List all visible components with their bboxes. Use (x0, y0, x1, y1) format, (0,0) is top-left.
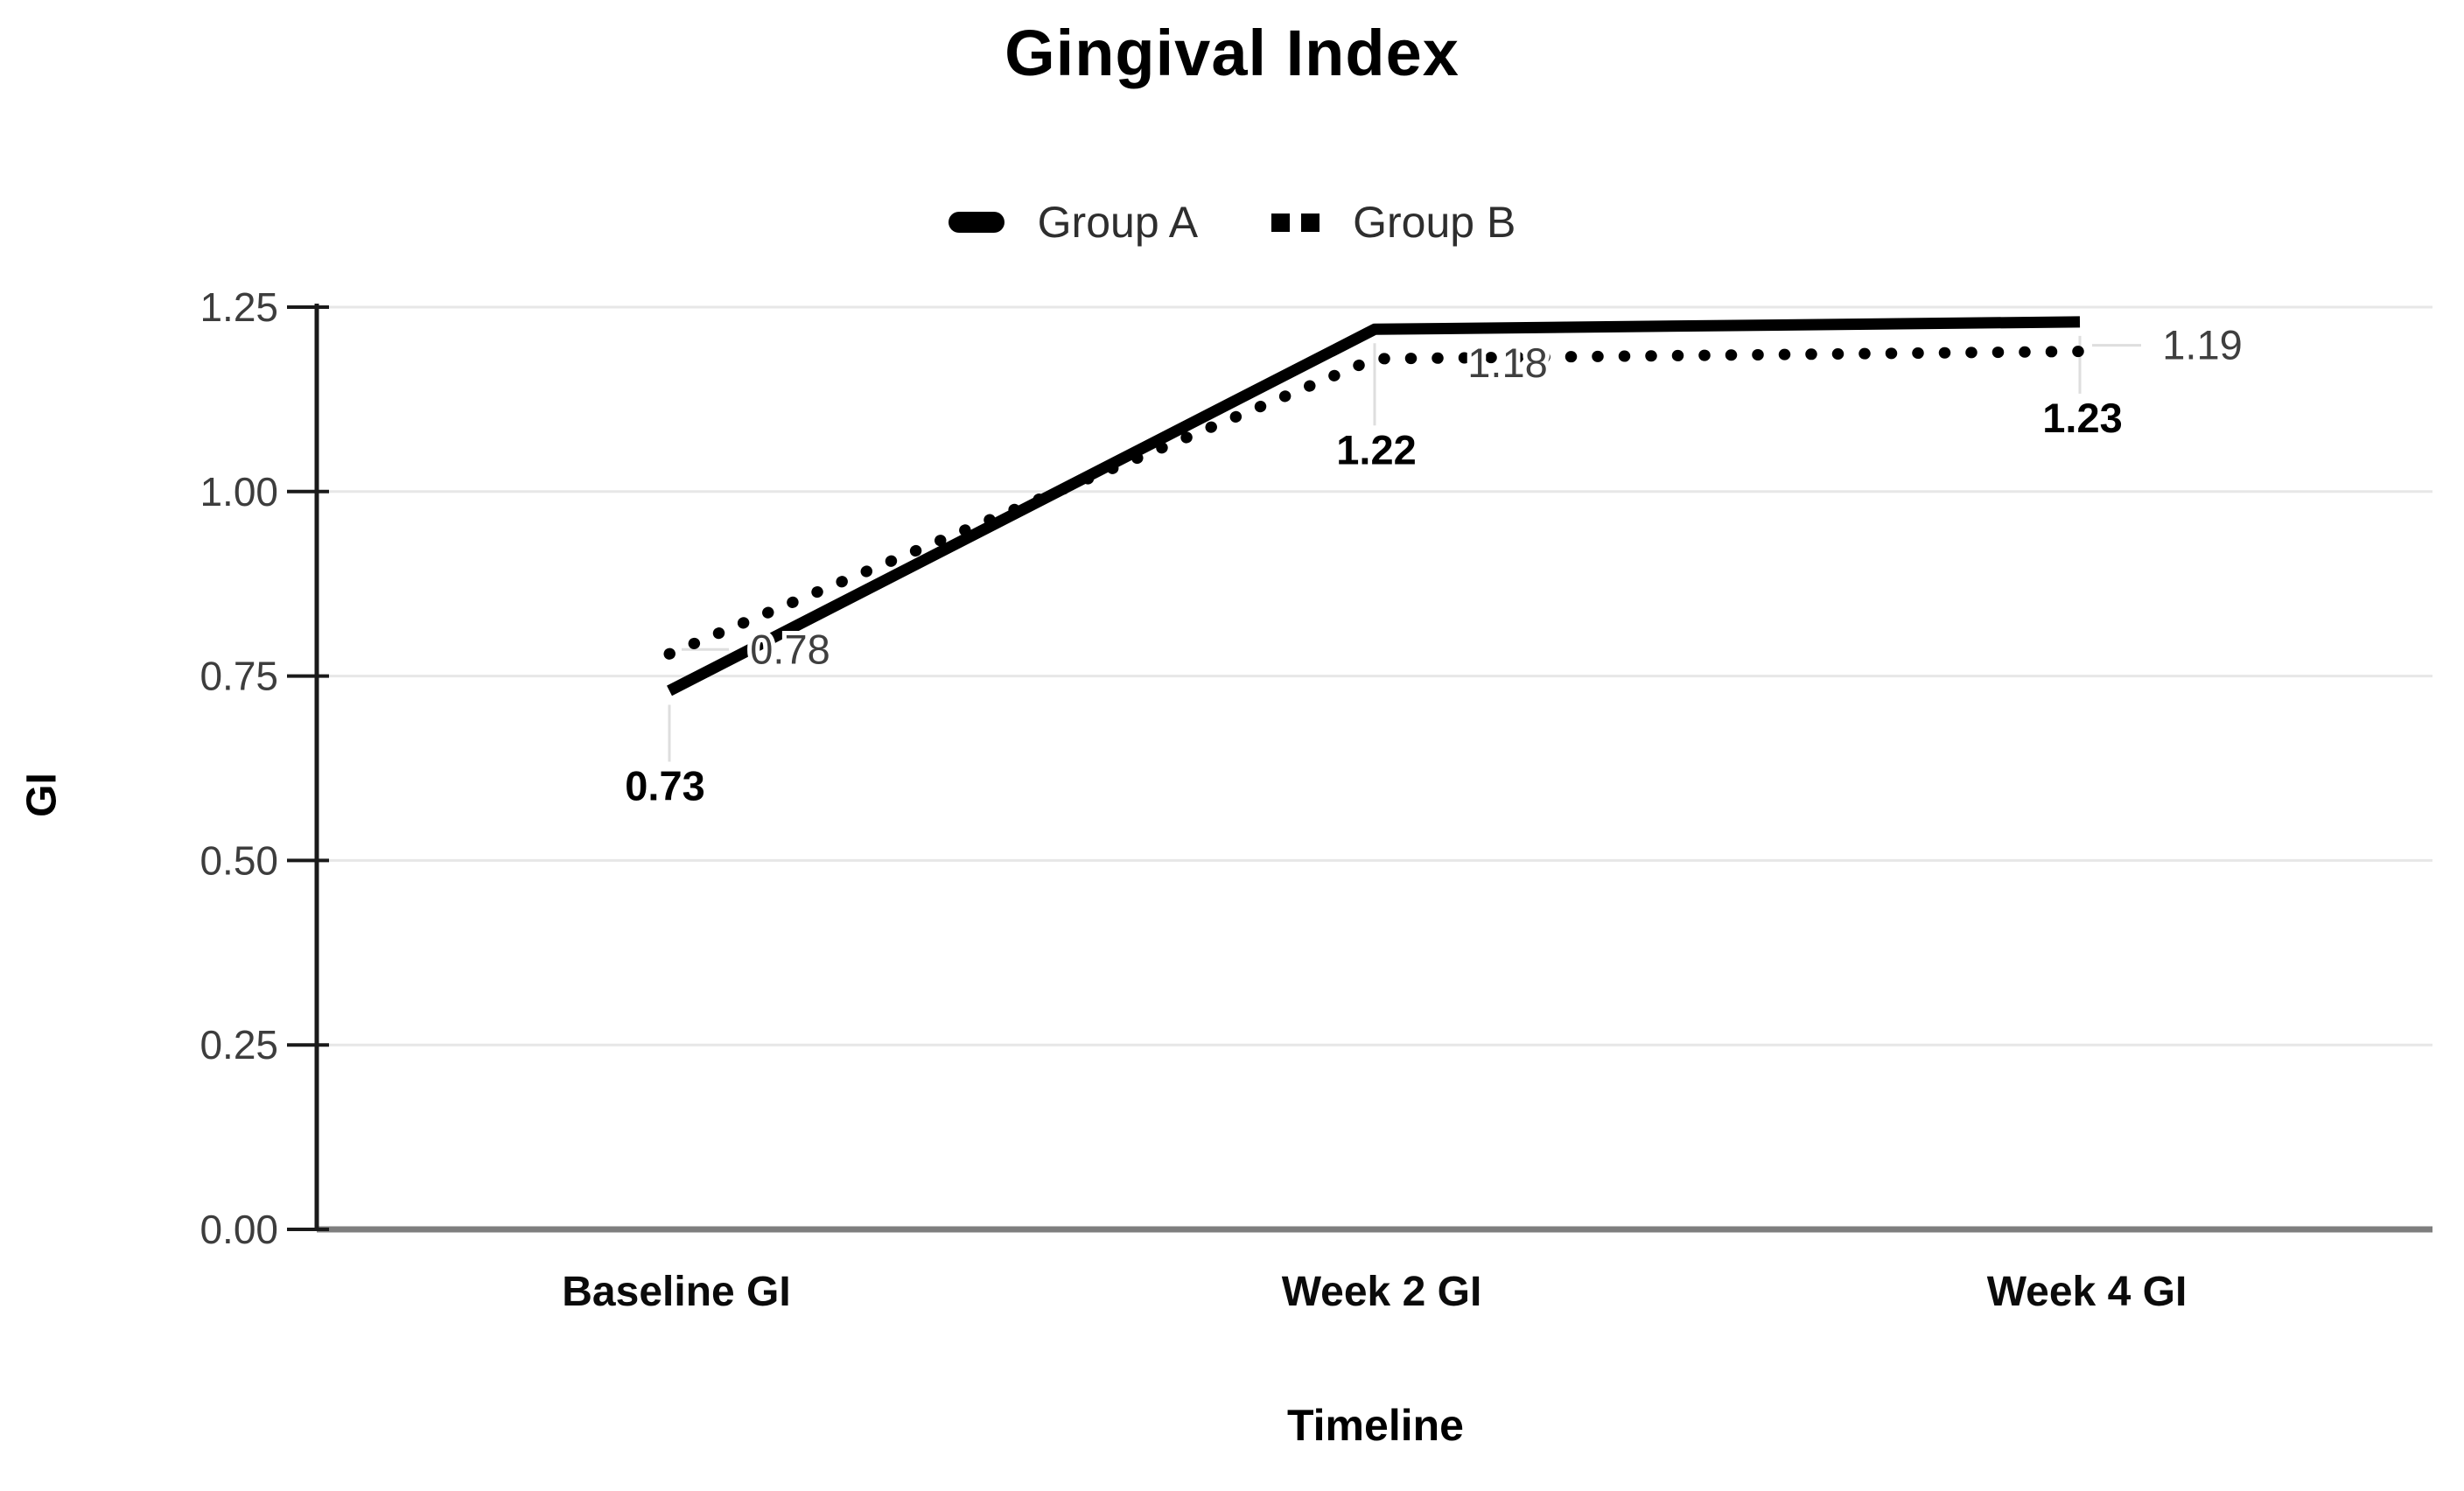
chart-title: Gingival Index (1004, 17, 1460, 89)
y-tick-label: 1.25 (200, 284, 278, 330)
y-tick-label: 0.00 (200, 1207, 278, 1252)
data-label-group-a: 1.22 (1336, 426, 1416, 472)
y-axis-title: GI (18, 773, 66, 817)
legend: Group A Group B (0, 194, 2464, 250)
series-line-group-a (667, 316, 2081, 696)
data-label-group-b: 1.18 (1467, 340, 1547, 386)
data-label-group-b: 0.78 (750, 626, 830, 672)
data-label-group-b: 1.19 (2162, 322, 2242, 368)
x-category-label: Baseline GI (562, 1269, 790, 1315)
legend-item-group-a: Group A (948, 197, 1198, 248)
legend-swatch-solid-line-icon (948, 212, 1004, 233)
legend-swatch-dotted-line-icon (1271, 213, 1320, 232)
legend-label-group-b: Group B (1353, 198, 1516, 247)
y-tick-label: 0.75 (200, 654, 278, 699)
x-category-label: Week 4 GI (1987, 1269, 2188, 1315)
x-axis-title: Timeline (1287, 1401, 1464, 1450)
legend-item-group-b: Group B (1271, 197, 1516, 248)
y-tick-label: 1.00 (200, 469, 278, 514)
y-tick-label: 0.25 (200, 1022, 278, 1068)
x-category-label: Week 2 GI (1282, 1269, 1482, 1315)
y-tick-label: 0.50 (200, 837, 278, 883)
data-label-group-a: 1.23 (2042, 395, 2122, 441)
legend-label-group-a: Group A (1037, 198, 1199, 247)
data-label-group-a: 0.73 (625, 762, 704, 808)
